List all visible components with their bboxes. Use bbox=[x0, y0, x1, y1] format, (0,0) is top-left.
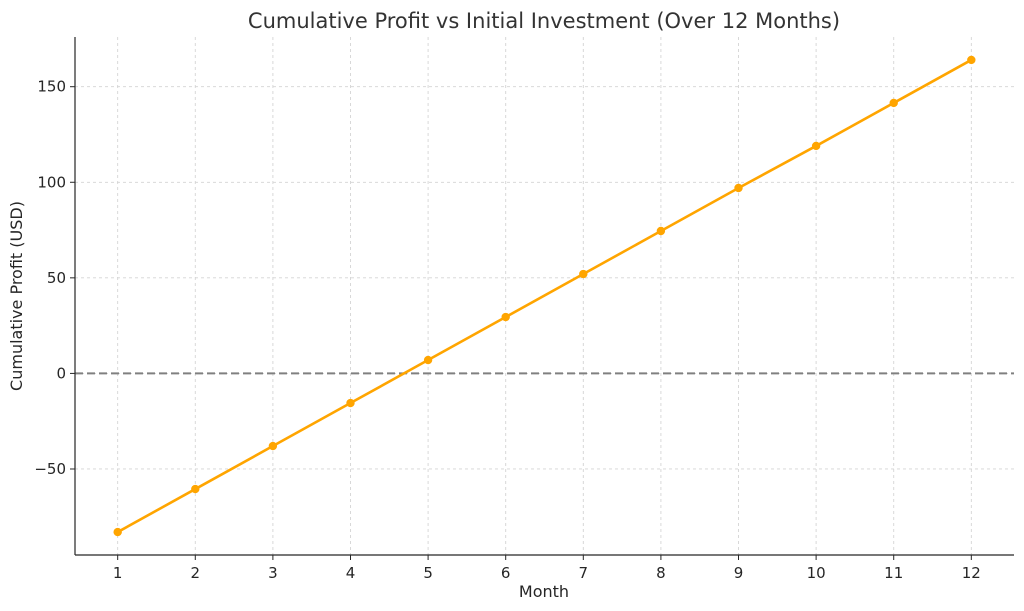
data-point bbox=[656, 226, 666, 236]
data-point bbox=[346, 398, 355, 408]
data-point bbox=[501, 312, 510, 322]
x-tick-label: 5 bbox=[423, 564, 433, 582]
x-tick-label: 3 bbox=[268, 564, 278, 582]
data-point bbox=[423, 355, 433, 365]
y-tick-label: 150 bbox=[37, 78, 66, 96]
y-axis-ticks: −50 0 50 100 150 bbox=[34, 78, 75, 478]
data-point bbox=[967, 55, 976, 65]
data-point bbox=[113, 527, 122, 537]
x-tick-label: 9 bbox=[734, 564, 744, 582]
x-axis-label: Month bbox=[519, 582, 569, 601]
x-axis-ticks: 1 2 3 4 5 6 7 8 9 10 11 12 bbox=[113, 555, 981, 582]
chart-title: Cumulative Profit vs Initial Investment … bbox=[248, 9, 840, 33]
data-point bbox=[268, 441, 278, 451]
y-tick-label: 0 bbox=[56, 364, 66, 382]
x-tick-label: 10 bbox=[807, 564, 826, 582]
data-point bbox=[889, 98, 898, 108]
x-tick-label: 4 bbox=[346, 564, 356, 582]
series-line bbox=[116, 58, 973, 534]
x-tick-label: 11 bbox=[884, 564, 903, 582]
y-tick-label: 50 bbox=[47, 269, 66, 287]
x-tick-label: 12 bbox=[962, 564, 981, 582]
x-tick-label: 1 bbox=[113, 564, 123, 582]
y-tick-label: −50 bbox=[34, 460, 66, 478]
data-point bbox=[579, 269, 588, 279]
data-point bbox=[734, 183, 743, 193]
x-tick-label: 2 bbox=[191, 564, 201, 582]
data-point bbox=[811, 141, 821, 151]
y-tick-label: 100 bbox=[37, 173, 66, 191]
x-tick-label: 7 bbox=[579, 564, 589, 582]
y-axis-label: Cumulative Profit (USD) bbox=[7, 201, 26, 391]
x-tick-label: 8 bbox=[656, 564, 666, 582]
x-tick-label: 6 bbox=[501, 564, 511, 582]
series bbox=[113, 55, 976, 537]
data-point bbox=[191, 484, 200, 494]
